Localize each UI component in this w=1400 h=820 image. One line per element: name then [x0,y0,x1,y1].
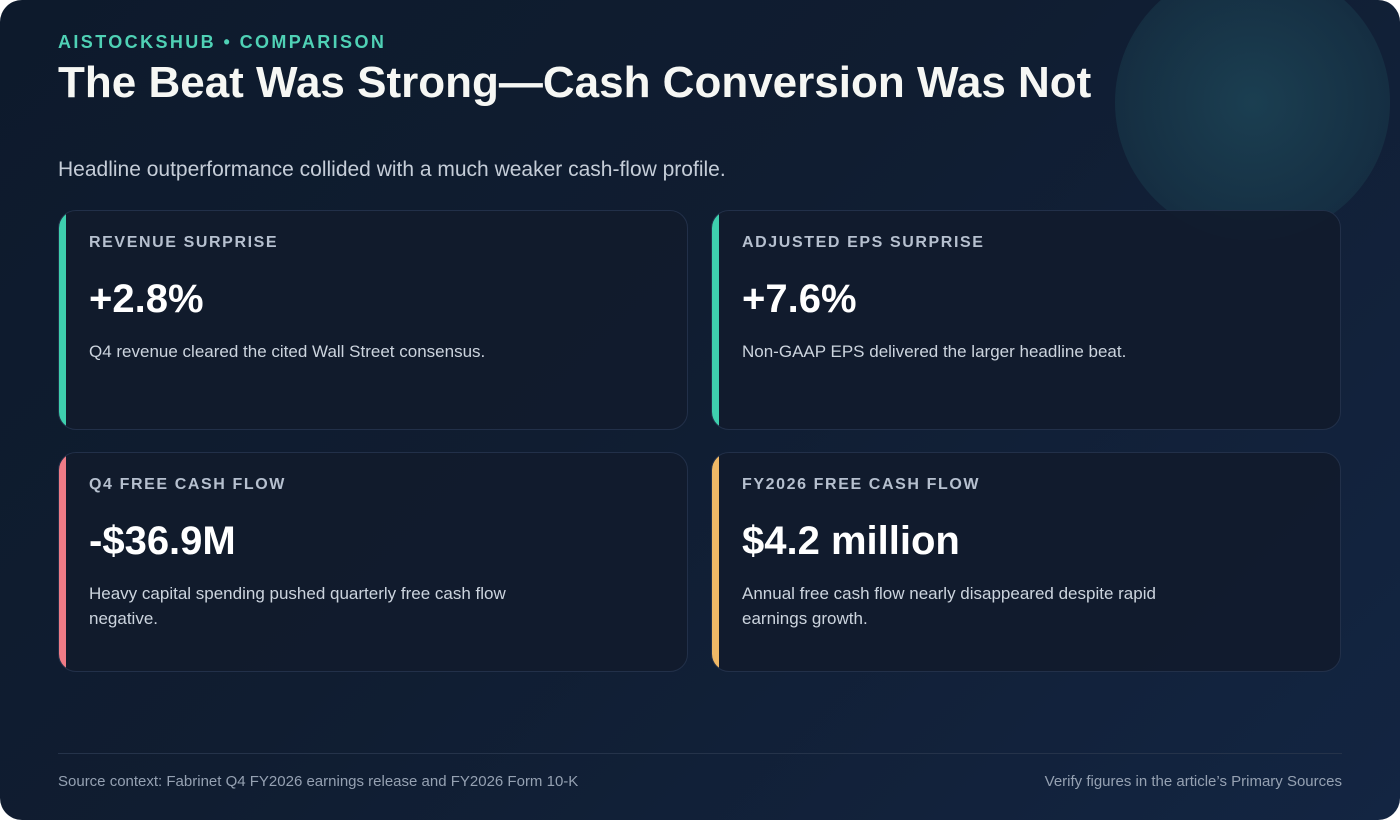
card-accent-bar [712,453,719,671]
card-accent-bar [59,211,66,429]
card-accent-bar [712,211,719,429]
card-value: $4.2 million [742,519,960,563]
source-note: Source context: Fabrinet Q4 FY2026 earni… [58,773,579,790]
card-q4-free-cash-flow: Q4 FREE CASH FLOW -$36.9M Heavy capital … [58,452,688,672]
card-accent-bar [59,453,66,671]
card-value: +7.6% [742,277,857,321]
card-description: Annual free cash flow nearly disappeared… [742,584,1156,628]
card-description: Heavy capital spending pushed quarterly … [89,584,506,628]
card-label: REVENUE SURPRISE [89,234,279,251]
verify-note: Verify figures in the article’s Primary … [1044,773,1342,790]
decorative-glow-circle [1115,0,1390,240]
card-revenue-surprise: REVENUE SURPRISE +2.8% Q4 revenue cleare… [58,210,688,430]
card-value: +2.8% [89,277,204,321]
card-label: Q4 FREE CASH FLOW [89,476,286,493]
page-subtitle: Headline outperformance collided with a … [58,158,726,181]
card-value: -$36.9M [89,519,236,563]
card-adjusted-eps-surprise: ADJUSTED EPS SURPRISE +7.6% Non-GAAP EPS… [711,210,1341,430]
card-label: ADJUSTED EPS SURPRISE [742,234,985,251]
card-description: Q4 revenue cleared the cited Wall Street… [89,342,486,361]
footer-divider [58,753,1342,754]
eyebrow-label: AISTOCKSHUB • COMPARISON [58,32,387,52]
card-description: Non-GAAP EPS delivered the larger headli… [742,342,1127,361]
page-title: The Beat Was Strong—Cash Conversion Was … [58,58,1092,107]
card-label: FY2026 FREE CASH FLOW [742,476,981,493]
card-fy2026-free-cash-flow: FY2026 FREE CASH FLOW $4.2 million Annua… [711,452,1341,672]
